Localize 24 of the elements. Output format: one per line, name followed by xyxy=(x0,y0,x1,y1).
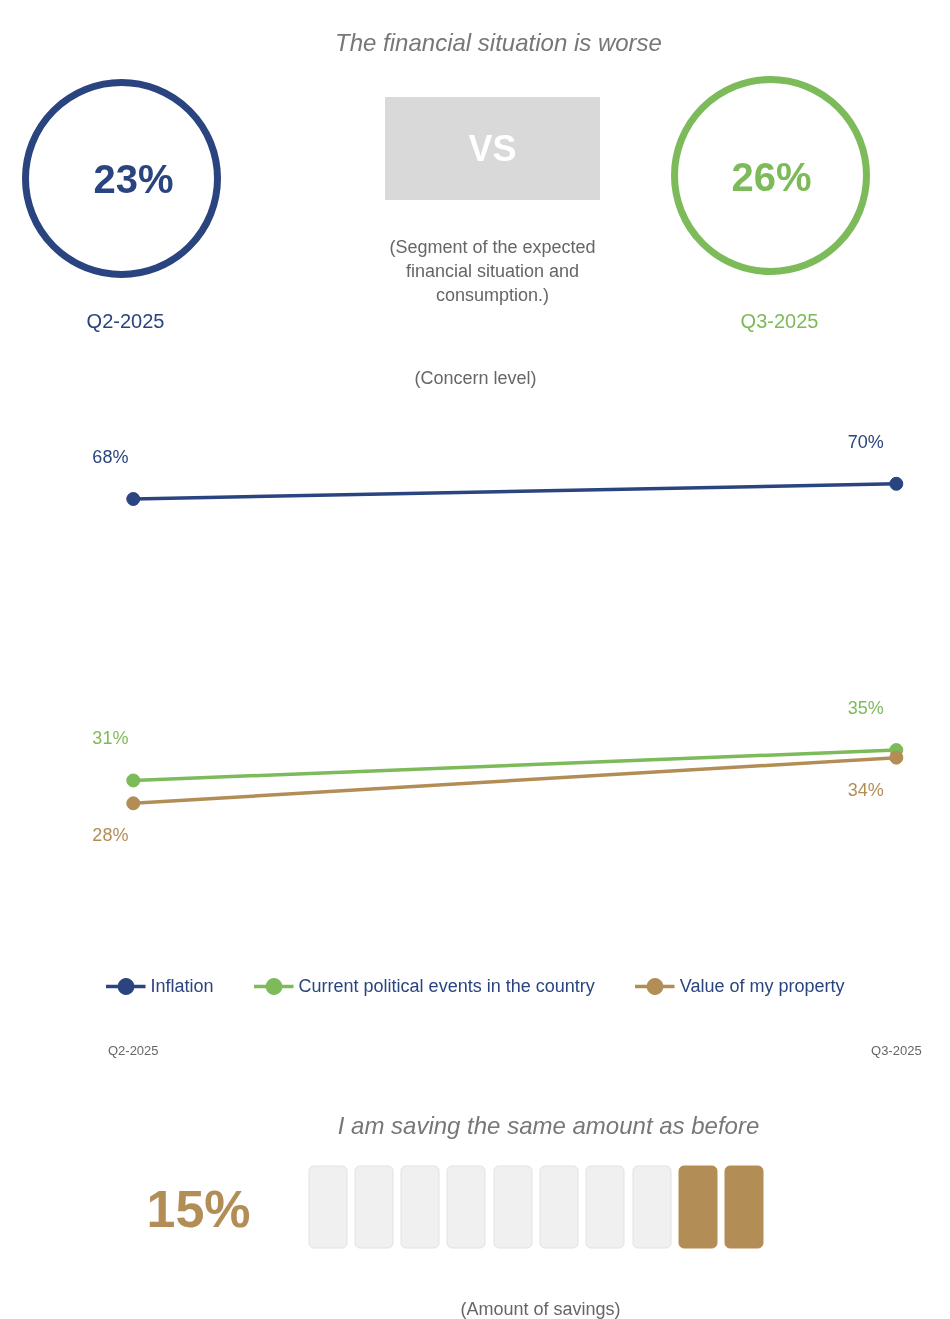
point xyxy=(126,492,141,506)
text: Q3-2025 xyxy=(740,309,819,332)
data-label: 34% xyxy=(847,779,884,800)
text: 15% xyxy=(146,1179,251,1238)
data-label: 68% xyxy=(92,447,129,467)
legend-label: Inflation xyxy=(150,975,214,997)
data-label: 70% xyxy=(847,431,884,452)
chart-subtitle: (Concern level) xyxy=(414,367,537,388)
data-label: 35% xyxy=(847,698,884,719)
text: (Amount of savings) xyxy=(460,1298,621,1319)
point xyxy=(126,796,141,811)
data-label: 28% xyxy=(92,825,129,846)
legend-label: Value of my property xyxy=(679,975,845,997)
text: (Segment of the expected financial situation and consumption.) xyxy=(389,236,596,305)
text: 23% xyxy=(93,156,174,201)
text: 26% xyxy=(731,154,812,199)
point xyxy=(126,773,141,788)
text: The financial situation is worse xyxy=(335,29,662,56)
point xyxy=(889,750,904,765)
text: Q2-2025 xyxy=(86,309,165,332)
text: I am saving the same amount as before xyxy=(337,1112,760,1139)
legend-label: Current political events in the country xyxy=(298,975,595,997)
point xyxy=(889,476,904,491)
data-label: 31% xyxy=(92,728,129,749)
